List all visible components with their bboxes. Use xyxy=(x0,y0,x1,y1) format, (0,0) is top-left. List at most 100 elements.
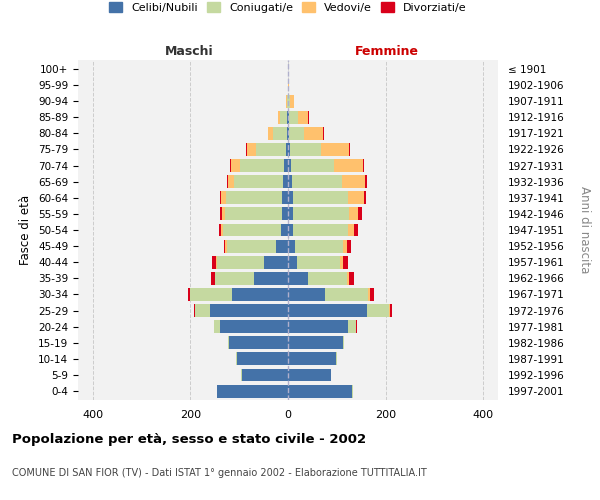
Bar xyxy=(288,224,293,236)
Bar xyxy=(343,336,344,349)
Bar xyxy=(229,336,288,349)
Bar xyxy=(284,159,288,172)
Bar xyxy=(288,208,293,220)
Bar xyxy=(220,320,288,333)
Bar xyxy=(276,240,288,252)
Y-axis label: Anni di nascita: Anni di nascita xyxy=(578,186,592,274)
Bar xyxy=(234,175,283,188)
Bar xyxy=(304,127,323,140)
Bar xyxy=(287,111,288,124)
Bar xyxy=(288,127,289,140)
Bar xyxy=(370,288,374,301)
Bar xyxy=(355,224,358,236)
Bar xyxy=(217,384,288,398)
Bar xyxy=(268,127,273,140)
Bar xyxy=(343,256,348,268)
Bar xyxy=(283,175,288,188)
Bar xyxy=(347,240,351,252)
Bar xyxy=(349,272,354,285)
Bar xyxy=(288,272,308,285)
Bar xyxy=(293,208,349,220)
Bar xyxy=(288,256,297,268)
Bar xyxy=(289,127,304,140)
Bar xyxy=(368,288,370,301)
Bar xyxy=(280,111,287,124)
Bar xyxy=(293,224,347,236)
Bar xyxy=(288,192,293,204)
Bar xyxy=(230,159,232,172)
Bar xyxy=(347,192,364,204)
Bar xyxy=(288,111,289,124)
Bar xyxy=(287,94,288,108)
Bar xyxy=(340,256,343,268)
Bar xyxy=(298,111,308,124)
Text: Femmine: Femmine xyxy=(355,44,419,58)
Bar xyxy=(224,240,226,252)
Bar xyxy=(282,208,288,220)
Bar xyxy=(190,288,232,301)
Bar xyxy=(194,304,195,317)
Bar xyxy=(347,320,356,333)
Bar xyxy=(210,304,288,317)
Bar xyxy=(254,272,288,285)
Bar xyxy=(247,143,256,156)
Bar xyxy=(325,288,368,301)
Bar xyxy=(290,143,321,156)
Bar xyxy=(232,159,240,172)
Bar xyxy=(288,336,343,349)
Bar xyxy=(286,94,287,108)
Bar xyxy=(211,272,215,285)
Bar xyxy=(227,175,229,188)
Bar xyxy=(215,272,254,285)
Bar xyxy=(295,240,343,252)
Bar xyxy=(256,143,286,156)
Bar xyxy=(343,240,347,252)
Bar xyxy=(364,192,366,204)
Bar xyxy=(223,224,281,236)
Text: Maschi: Maschi xyxy=(165,44,214,58)
Bar xyxy=(308,272,347,285)
Bar xyxy=(290,94,295,108)
Bar xyxy=(224,208,282,220)
Bar xyxy=(288,288,325,301)
Bar xyxy=(242,368,288,382)
Bar xyxy=(292,159,334,172)
Bar xyxy=(188,288,190,301)
Bar xyxy=(293,192,347,204)
Bar xyxy=(292,175,342,188)
Bar xyxy=(288,304,367,317)
Bar xyxy=(216,256,217,268)
Bar xyxy=(195,304,210,317)
Bar xyxy=(220,192,221,204)
Bar xyxy=(236,352,237,366)
Bar xyxy=(222,208,224,220)
Bar xyxy=(226,192,282,204)
Legend: Celibi/Nubili, Coniugati/e, Vedovi/e, Divorziati/e: Celibi/Nubili, Coniugati/e, Vedovi/e, Di… xyxy=(105,0,471,17)
Bar xyxy=(221,192,226,204)
Bar xyxy=(273,127,287,140)
Bar xyxy=(363,159,364,172)
Bar xyxy=(288,94,290,108)
Bar xyxy=(334,159,363,172)
Y-axis label: Fasce di età: Fasce di età xyxy=(19,195,32,265)
Bar xyxy=(358,208,362,220)
Text: Popolazione per età, sesso e stato civile - 2002: Popolazione per età, sesso e stato civil… xyxy=(12,432,366,446)
Bar xyxy=(367,304,389,317)
Bar xyxy=(278,111,280,124)
Bar xyxy=(221,224,223,236)
Bar xyxy=(390,304,392,317)
Bar xyxy=(214,320,220,333)
Bar xyxy=(288,368,331,382)
Bar xyxy=(227,240,276,252)
Bar xyxy=(288,240,295,252)
Bar xyxy=(288,159,292,172)
Bar xyxy=(342,175,365,188)
Bar xyxy=(263,256,288,268)
Bar xyxy=(288,384,352,398)
Bar xyxy=(217,256,263,268)
Bar xyxy=(288,352,336,366)
Bar xyxy=(287,127,288,140)
Bar xyxy=(229,175,234,188)
Bar xyxy=(389,304,390,317)
Bar xyxy=(349,143,350,156)
